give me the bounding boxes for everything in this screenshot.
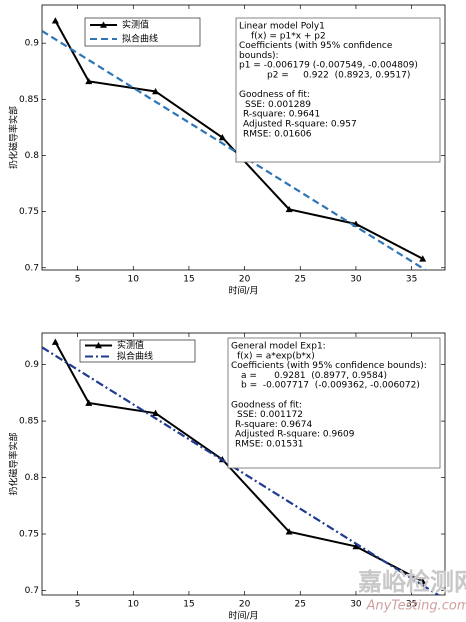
annotation-text: f(x) = a*exp(b*x) — [237, 351, 315, 361]
legend-label: 拟合曲线 — [122, 33, 158, 45]
y-tick-label: 0.75 — [19, 530, 39, 540]
marker — [419, 255, 427, 262]
marker — [85, 77, 93, 85]
x-tick-label: 25 — [295, 275, 306, 285]
annotation-text: a = 0.9281 (0.8977, 0.9584) — [241, 371, 387, 381]
annotation-text: f(x) = p1*x + p2 — [251, 31, 326, 41]
annotation-text: SSE: 0.001289 — [245, 100, 311, 110]
y-tick-label: 0.8 — [25, 151, 40, 161]
marker — [152, 87, 160, 95]
y-axis-label: 扔化磁导率实部 — [8, 432, 20, 495]
annotation-text: Adjusted R-square: 0.9609 — [235, 430, 355, 440]
annotation-text: p2 = 0.922 (0.8923, 0.9517) — [267, 71, 410, 81]
annotation-text: bounds): — [239, 51, 279, 61]
x-tick-label: 15 — [183, 275, 194, 285]
marker — [285, 528, 293, 535]
annotation-text: RMSE: 0.01606 — [243, 129, 312, 139]
marker — [352, 542, 360, 550]
annotation-text: Goodness of fit: — [231, 400, 302, 410]
y-tick-label: 0.85 — [19, 95, 39, 105]
y-tick-label: 0.8 — [25, 473, 40, 483]
marker — [218, 134, 226, 141]
y-tick-label: 0.85 — [19, 417, 39, 427]
x-tick-label: 30 — [350, 600, 362, 610]
annotation-text: Linear model Poly1 — [239, 22, 325, 32]
x-tick-label: 35 — [406, 600, 417, 610]
y-axis-label: 扔化磁导率实部 — [8, 106, 20, 169]
chart: 5 10 15 20 25 30 35 0.7 0.75 0.8 0.85 0.9 时间/月 扔化磁导率实… — [8, 4, 446, 297]
marker — [51, 338, 59, 345]
marker — [85, 399, 93, 406]
annotation-text: Goodness of fit: — [239, 90, 310, 100]
annotation-text: Adjusted R-square: 0.957 — [243, 120, 357, 130]
x-tick-label: 25 — [295, 600, 306, 610]
x-axis-label: 时间/月 — [228, 285, 258, 297]
legend-marker — [100, 21, 107, 28]
x-tick-label: 20 — [239, 275, 251, 285]
x-tick-label: 20 — [239, 600, 251, 610]
legend-label: 实测值 — [122, 19, 149, 31]
annotation-text: Coefficients (with 95% confidence — [239, 41, 393, 51]
annotation-text: R-square: 0.9674 — [235, 420, 312, 430]
annotation-text: b = -0.007717 (-0.009362, -0.006072) — [241, 381, 420, 391]
legend-label: 实测值 — [117, 339, 144, 351]
watermark: AnyTesting.com — [365, 599, 466, 614]
annotation-text: SSE: 0.001172 — [237, 410, 303, 420]
marker — [152, 409, 160, 416]
legend-label: 拟合曲线 — [117, 350, 153, 362]
annotation-text: p1 = -0.006179 (-0.007549, -0.004809) — [239, 61, 418, 71]
y-tick-label: 0.75 — [19, 207, 39, 217]
y-tick-label: 0.9 — [25, 39, 40, 49]
annotation-text: R-square: 0.9641 — [243, 110, 320, 120]
x-tick-label: 10 — [128, 275, 140, 285]
annotation-box — [235, 17, 441, 163]
x-tick-label: 35 — [406, 275, 417, 285]
legend-marker — [95, 342, 102, 349]
fit-line — [42, 346, 441, 595]
marker — [51, 17, 59, 24]
x-tick-label: 5 — [75, 600, 81, 610]
annotation-box — [227, 337, 441, 469]
legend — [84, 17, 201, 47]
annotation-text: RMSE: 0.01531 — [235, 440, 304, 450]
annotation-text: General model Exp1: — [231, 342, 326, 352]
annotation-text: Coefficients (with 95% confidence bounds… — [231, 361, 427, 371]
x-tick-label: 5 — [75, 275, 81, 285]
watermark: 嘉峪检测网 — [358, 568, 466, 596]
y-tick-label: 0.7 — [25, 263, 39, 273]
chart: 5 10 15 20 25 30 35 0.7 0.75 0.8 0.85 0.9 时间/月 扔化磁导率实… — [8, 332, 446, 622]
y-tick-label: 0.7 — [25, 586, 39, 596]
marker — [285, 205, 293, 213]
x-tick-label: 10 — [128, 600, 140, 610]
marker — [419, 577, 427, 585]
x-axis-label: 时间/月 — [228, 610, 258, 622]
y-tick-label: 0.9 — [25, 360, 40, 370]
x-tick-label: 15 — [183, 600, 194, 610]
x-tick-label: 30 — [350, 275, 362, 285]
